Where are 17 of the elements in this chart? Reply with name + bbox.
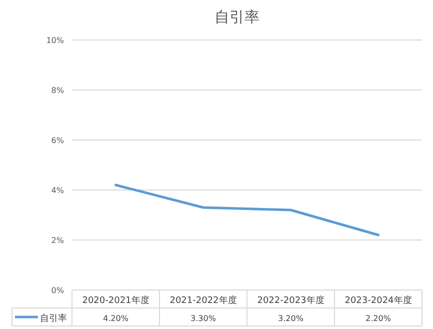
y-tick-label: 0% bbox=[51, 286, 64, 295]
chart-title: 自引率 bbox=[214, 8, 260, 26]
legend-label: 自引率 bbox=[40, 313, 67, 324]
line-series bbox=[114, 184, 380, 236]
x-tick-label: 2023-2024年度 bbox=[344, 295, 412, 306]
data-label: 3.30% bbox=[190, 314, 216, 323]
x-tick-label: 2021-2022年度 bbox=[170, 295, 237, 306]
x-tick-label: 2022-2023年度 bbox=[257, 295, 324, 306]
x-tick-label: 2020-2021年度 bbox=[82, 295, 150, 306]
y-tick-label: 2% bbox=[51, 236, 64, 245]
y-tick-label: 6% bbox=[51, 136, 64, 145]
data-label: 2.20% bbox=[366, 314, 392, 323]
y-tick-label: 10% bbox=[46, 36, 64, 45]
data-label: 4.20% bbox=[103, 314, 129, 323]
y-tick-label: 8% bbox=[51, 86, 64, 95]
y-tick-label: 4% bbox=[51, 186, 64, 195]
data-label: 3.20% bbox=[278, 314, 304, 323]
